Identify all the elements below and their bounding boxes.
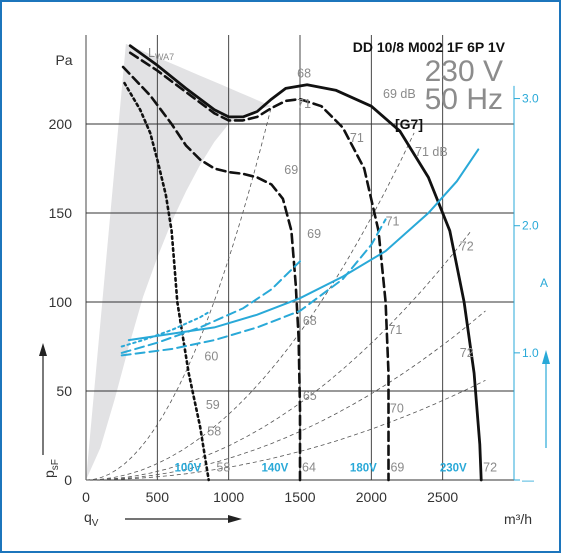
x-axis-arrow <box>125 515 242 523</box>
voltage-curve-label: 180V <box>350 463 377 475</box>
x-tick-label: 1500 <box>284 489 315 505</box>
sound-level-label: 59 <box>206 398 220 412</box>
operating-point-label: [G7] <box>395 116 423 132</box>
current-tick-label: 2.0 <box>522 219 539 233</box>
sound-level-label: 68 <box>297 67 311 81</box>
y-tick-label: 100 <box>49 294 73 310</box>
db-label-69: 69 dB <box>383 87 416 101</box>
sound-level-label: 60 <box>204 350 218 364</box>
system-curve <box>86 311 486 480</box>
sound-level-label: 71 <box>388 323 402 337</box>
sound-level-label: 71 <box>386 214 400 228</box>
x-tick-label: 1000 <box>213 489 244 505</box>
x-axis-label: qV <box>84 509 99 529</box>
sound-level-label: 71 <box>350 131 364 145</box>
voltage-curve-label: 140V <box>261 463 288 475</box>
x-tick-label: 500 <box>146 489 170 505</box>
y-axis-arrow <box>39 343 47 455</box>
sound-level-label: 65 <box>303 389 317 403</box>
sound-level-label: 70 <box>390 401 404 415</box>
lwa-label: LWA7 <box>148 46 174 62</box>
chart-title: DD 10/8 M002 1F 6P 1V <box>353 39 506 55</box>
y-tick-label: 200 <box>49 116 73 132</box>
sound-level-label: 72 <box>460 239 474 253</box>
current-tick-label: 3.0 <box>522 92 539 106</box>
y-tick-label: 50 <box>56 383 72 399</box>
sound-level-label: 64 <box>302 461 316 475</box>
sound-level-label: 68 <box>303 314 317 328</box>
y-tick-label: 0 <box>64 472 72 488</box>
sound-level-label: 72 <box>460 346 474 360</box>
voltage-curve-label: 230V <box>440 463 467 475</box>
sound-region-layer <box>86 44 272 480</box>
x-tick-label: 2500 <box>427 489 458 505</box>
sound-level-label: 72 <box>483 461 497 475</box>
sound-level-label: 69 <box>390 461 404 475</box>
current-axis-arrow <box>542 350 550 448</box>
frequency-label: 50 Hz <box>425 83 503 116</box>
current-tick-label: — <box>522 473 534 487</box>
x-tick-label: 2000 <box>356 489 387 505</box>
sound-region <box>86 44 272 480</box>
current-tick-label: 1.0 <box>522 346 539 360</box>
y-axis-label: psF <box>41 459 61 478</box>
sound-level-label: 69 <box>307 227 321 241</box>
db-label-71: 71 dB <box>415 145 448 159</box>
current-axis-unit: A <box>540 276 548 290</box>
sound-level-label: 69 <box>284 163 298 177</box>
sound-level-label: 58 <box>216 461 230 475</box>
y-axis-unit: Pa <box>55 52 72 68</box>
x-tick-label: 0 <box>82 489 90 505</box>
voltage-curve-label: 100V <box>174 463 201 475</box>
sound-level-label: 71 <box>297 97 311 111</box>
y-tick-label: 150 <box>49 205 73 221</box>
x-axis-unit: m³/h <box>504 511 532 527</box>
sound-level-label: 58 <box>207 425 221 439</box>
